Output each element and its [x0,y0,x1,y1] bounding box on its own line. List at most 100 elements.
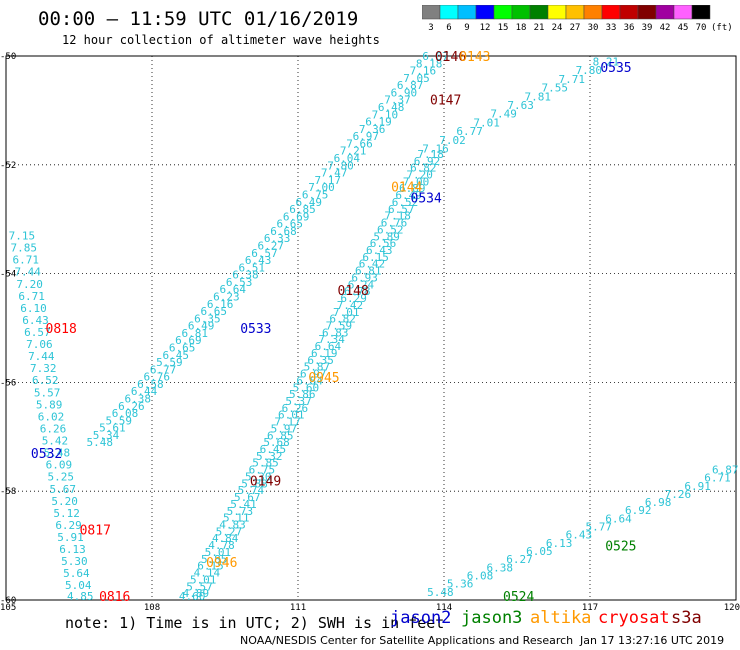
legend-label-70: 70 [696,23,707,33]
swh-value: 7.16 [422,142,449,155]
swh-value: 5.57 [34,386,61,399]
swh-value: 6.26 [40,422,67,435]
legend-swatch-70 [691,5,711,20]
swh-value: 6.24 [348,278,375,291]
swh-value: 7.59 [326,319,353,332]
lat-tick--52: -52 [0,161,16,171]
swh-value: 5.86 [289,388,316,401]
swh-value: 5.30 [245,470,272,483]
swh-value: 4.89 [183,587,210,600]
pass-time-label: 0534 [411,191,442,206]
swh-value: 5.97 [271,422,298,435]
swh-value: 6.82 [329,313,356,326]
swh-value: 5.59 [156,356,183,369]
swh-value: 7.80 [576,64,603,77]
swh-value: 6.23 [213,290,240,303]
swh-value: 6.38 [124,393,150,406]
swh-value: 5.74 [238,484,265,497]
map-title: 00:00 – 11:59 UTC 01/16/2019 [38,8,359,30]
swh-value: 6.77 [150,363,177,376]
swh-value: 5.67 [49,483,75,496]
swh-value: 5.12 [53,507,80,520]
swh-value: 7.34 [318,333,345,346]
swh-value: 6.49 [188,320,215,333]
swh-value: 4.85 [67,590,94,603]
swh-value: 7.63 [507,99,534,112]
swh-value: 6.83 [322,326,349,339]
swh-value: 6.43 [566,529,593,542]
swh-value: 6.15 [197,560,224,573]
swh-value: 5.01 [205,546,232,559]
swh-value: 6.43 [245,254,272,267]
swh-value: 6.26 [118,400,144,413]
swh-value: 7.26 [665,488,692,501]
swh-value: 6.91 [684,480,711,493]
swh-value: 5.20 [51,495,78,508]
swh-value: 5.64 [63,567,90,580]
swh-value: 4.60 [179,590,206,603]
pass-time-label: 0946 [206,556,237,571]
satellite-cryosat: cryosat [598,608,670,628]
legend-label-36: 36 [624,23,635,33]
swh-value: 7.44 [28,350,55,363]
swh-value: 7.55 [542,82,569,95]
swh-value: 8.21 [593,55,620,68]
swh-value: 6.42 [359,258,386,271]
swh-value: 5.30 [61,555,88,568]
swh-value: 6.77 [456,125,483,138]
swh-value: 6.87 [397,79,424,92]
credit-line: NOAA/NESDIS Center for Satellite Applica… [240,634,574,647]
swh-value: 6.43 [22,314,49,327]
swh-value: 5.48 [44,447,71,460]
legend-label-9: 9 [464,23,469,33]
swh-value: 5.41 [230,498,257,511]
swh-value: 5.88 [241,477,268,490]
swh-value: 7.16 [410,65,437,78]
swh-value: 6.85 [267,429,294,442]
legend-label-12: 12 [480,23,491,33]
swh-value: 7.05 [403,72,430,85]
swh-value: 6.57 [24,326,50,339]
swh-value: 5.57 [186,580,213,593]
swh-value: 5.27 [216,525,243,538]
generated-timestamp: Jan 17 13:27:16 UTC 2019 [580,634,725,647]
swh-value: 6.75 [249,464,276,477]
swh-value: 7.18 [384,210,411,223]
swh-value: 6.49 [395,189,422,202]
swh-value: 6.13 [59,543,86,556]
swh-value: 7.36 [359,123,386,136]
pass-time-label: 0144 [391,181,422,196]
legend-label-24: 24 [552,23,563,33]
legend-label-33: 33 [606,23,617,33]
swh-value: 6.09 [46,459,73,472]
swh-value: 4.83 [219,519,246,532]
swh-track-3: 4.604.895.575.014.146.155.855.014.784.84… [179,148,444,603]
swh-value: 6.69 [175,334,202,347]
swh-value: 6.87 [712,463,739,476]
swh-value: 6.75 [302,188,329,201]
swh-value: 7.20 [16,278,42,291]
map-frame [5,55,737,601]
swh-value: 6.64 [315,340,342,353]
swh-value: 7.02 [439,134,466,147]
pass-time-label: 0818 [46,322,77,337]
swh-value: 5.36 [447,578,474,591]
swh-value: 6.29 [55,519,82,532]
swh-value: 5.25 [48,471,75,484]
swh-value: 7.85 [11,242,38,255]
swh-value: 6.10 [20,302,46,315]
swh-track-1: 7.157.856.717.447.206.716.106.436.577.06… [9,230,94,603]
satellite-jason2: jason2 [390,608,452,628]
pass-time-label: 0525 [605,540,636,555]
swh-value: 4.14 [194,567,221,580]
swh-value: 6.82 [410,162,437,175]
swh-value: 5.60 [293,381,320,394]
swh-track-4: 5.485.366.086.386.276.056.136.435.776.64… [427,463,738,598]
pass-time-label: 0945 [308,371,339,386]
swh-value: 4.84 [212,532,239,545]
swh-value: 6.84 [296,374,323,387]
wave-height-color-legend: 3 6 9 12 15 18 21 24 27 30 33 36 39 42 45 70 (ft) [422,5,733,33]
swh-value: 7.06 [26,338,53,351]
swh-value: 6.81 [182,327,209,340]
swh-value: 6.44 [131,385,158,398]
